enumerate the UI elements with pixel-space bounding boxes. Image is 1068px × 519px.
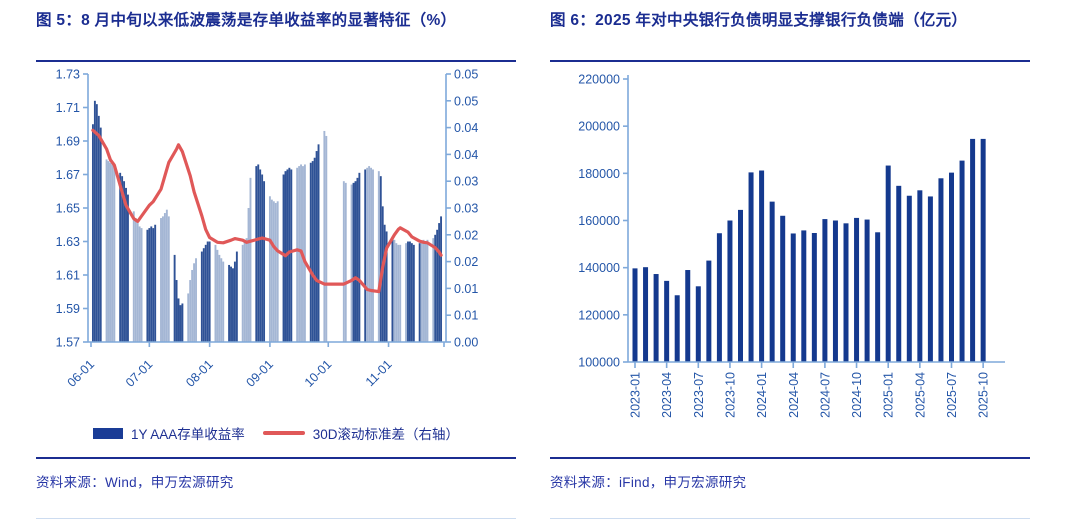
yield-bar-legend-swatch [92, 427, 123, 439]
svg-text:0.00: 0.00 [454, 336, 478, 350]
svg-text:2025-04: 2025-04 [913, 372, 927, 418]
svg-text:0.04: 0.04 [454, 148, 478, 162]
svg-text:120000: 120000 [578, 308, 620, 322]
svg-text:0.04: 0.04 [454, 121, 478, 135]
svg-text:0.02: 0.02 [454, 228, 478, 242]
svg-text:1.57: 1.57 [56, 336, 80, 350]
svg-text:1.71: 1.71 [56, 101, 80, 115]
svg-text:09-01: 09-01 [244, 357, 277, 390]
svg-text:100000: 100000 [578, 356, 620, 370]
figure6-section: 图 6：2025 年对中央银行负债明显支撑银行负债端（亿元） 100000 120… [534, 0, 1068, 519]
svg-text:07-01: 07-01 [123, 357, 156, 390]
svg-text:11-01: 11-01 [363, 357, 395, 389]
figure5-source: 资料来源：Wind，申万宏源研究 [36, 475, 234, 490]
svg-text:2023-04: 2023-04 [660, 372, 674, 418]
svg-text:220000: 220000 [578, 73, 620, 87]
svg-text:1.65: 1.65 [56, 202, 80, 216]
svg-text:2023-10: 2023-10 [723, 372, 737, 418]
svg-text:200000: 200000 [578, 120, 620, 134]
std-line-legend-label: 30D滚动标准差（右轴） [312, 427, 460, 442]
svg-text:0.02: 0.02 [454, 255, 478, 269]
svg-text:1.63: 1.63 [56, 235, 80, 249]
figure5-title: 图 5：8 月中旬以来低波震荡是存单收益率的显著特征（%） [36, 0, 516, 62]
svg-text:2025-01: 2025-01 [882, 372, 896, 418]
svg-text:1.69: 1.69 [56, 135, 80, 149]
figure5-legend: 1Y AAA存单收益率 30D滚动标准差（右轴） [36, 423, 516, 443]
figure6-title: 图 6：2025 年对中央银行负债明显支撑银行负债端（亿元） [550, 0, 1030, 62]
svg-text:0.03: 0.03 [454, 202, 478, 216]
svg-text:2023-01: 2023-01 [629, 372, 643, 418]
svg-text:2024-04: 2024-04 [787, 372, 801, 418]
svg-text:0.01: 0.01 [454, 282, 478, 296]
svg-text:08-01: 08-01 [183, 357, 216, 390]
svg-text:0.05: 0.05 [454, 94, 478, 108]
figure6-chart: 100000 120000 140000 160000 180000 200000 2200… [578, 73, 1005, 418]
figure5-chart-zone: 1.57 1.59 1.61 1.63 1.65 1.67 1.69 1.71 1.73 0.00… [36, 62, 516, 457]
svg-text:2024-10: 2024-10 [850, 372, 864, 418]
svg-text:0.01: 0.01 [454, 309, 478, 323]
svg-text:1.73: 1.73 [56, 68, 80, 82]
svg-text:2024-07: 2024-07 [818, 372, 832, 418]
svg-text:2025-10: 2025-10 [977, 372, 991, 418]
svg-text:2025-07: 2025-07 [945, 372, 959, 418]
svg-text:1.67: 1.67 [56, 168, 80, 182]
svg-text:0.03: 0.03 [454, 175, 478, 189]
figure6-chart-zone: 100000 120000 140000 160000 180000 200000 2200… [550, 62, 1030, 457]
svg-text:1.59: 1.59 [56, 302, 80, 316]
svg-text:180000: 180000 [578, 167, 620, 181]
svg-text:2023-07: 2023-07 [692, 372, 706, 418]
svg-text:10-01: 10-01 [302, 357, 335, 390]
figure6-divider [550, 457, 1030, 459]
figure6-source: 资料来源：iFind，申万宏源研究 [550, 475, 747, 490]
figure5-chart: 1.57 1.59 1.61 1.63 1.65 1.67 1.69 1.71 1.73 0.00… [56, 68, 479, 390]
figure5-section: 图 5：8 月中旬以来低波震荡是存单收益率的显著特征（%） 1.57 1.59 1.… [36, 0, 516, 519]
yield-bar-legend-label: 1Y AAA存单收益率 [130, 427, 245, 442]
std-line-legend-swatch [262, 430, 305, 436]
svg-text:140000: 140000 [578, 261, 620, 275]
svg-text:160000: 160000 [578, 214, 620, 228]
svg-text:1.61: 1.61 [56, 269, 80, 283]
figure5-divider [36, 457, 516, 459]
svg-text:0.05: 0.05 [454, 68, 478, 82]
svg-text:2024-01: 2024-01 [755, 372, 769, 418]
svg-text:06-01: 06-01 [65, 357, 98, 390]
